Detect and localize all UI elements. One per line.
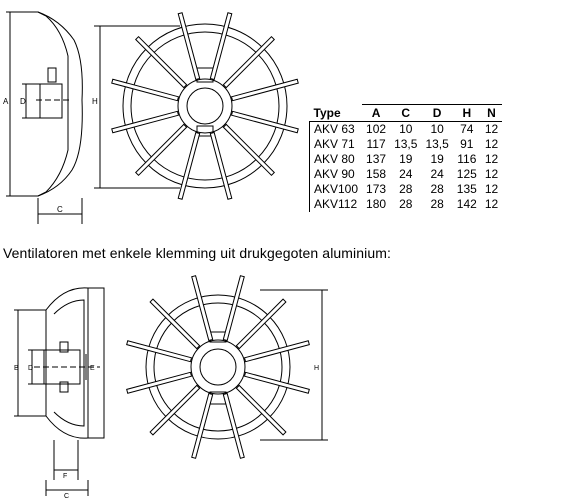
dim-c-label: C <box>64 493 69 500</box>
dim-f-label: F <box>63 473 67 480</box>
fan-blade <box>209 131 233 200</box>
header-h: H <box>452 104 481 122</box>
cell: 158 <box>366 167 387 181</box>
header-c: C <box>390 104 422 122</box>
fan-blade <box>134 35 188 89</box>
cell: 135 <box>456 182 477 196</box>
dim-h-label: H <box>92 97 98 106</box>
fan-blade <box>235 298 287 350</box>
cell: 12 <box>484 167 499 181</box>
cell: 102 <box>366 122 387 136</box>
dim-e-label: E <box>90 365 95 372</box>
cell: 12 <box>484 122 499 136</box>
cell: 173 <box>366 182 387 196</box>
cell: AKV 71 <box>309 137 363 152</box>
header-type: Type <box>309 104 363 122</box>
fan-blade <box>191 275 214 342</box>
fan-blade <box>177 12 201 81</box>
cell: 28 <box>430 197 444 211</box>
dim-d-label: D <box>28 365 33 372</box>
table-row: AKV 90 158 24 24 125 12 <box>309 167 503 182</box>
dim-b-label: B <box>14 365 19 372</box>
cell: 19 <box>399 152 413 166</box>
cell: AKV 90 <box>309 167 363 182</box>
cell: 28 <box>430 182 444 196</box>
table-row: AKV 71 117 13,5 13,5 91 12 <box>309 137 503 152</box>
table-row: AKV 80 137 19 19 116 12 <box>309 152 503 167</box>
cell: 74 <box>460 122 474 136</box>
header-n: N <box>480 104 503 122</box>
cell: 24 <box>430 167 444 181</box>
table-row: AKV112 180 28 28 142 12 <box>309 197 503 212</box>
table-row: AKV 63 102 10 10 74 12 <box>309 121 503 137</box>
cell: 142 <box>456 197 477 211</box>
cell: 12 <box>484 137 499 151</box>
cell: 117 <box>366 137 386 151</box>
fan-blade <box>243 340 310 363</box>
cell: 10 <box>399 122 413 136</box>
cell: 180 <box>366 197 387 211</box>
fan-blade <box>177 131 201 200</box>
cell: 12 <box>484 182 499 196</box>
cell: 91 <box>460 137 474 151</box>
cell: 12 <box>484 197 499 211</box>
cell: 24 <box>399 167 413 181</box>
cell: 13,5 <box>394 137 418 151</box>
cell: 116 <box>457 152 477 166</box>
table-header-row: Type A C D H N <box>309 104 503 122</box>
fan-blade <box>222 392 245 459</box>
dim-h-label: H <box>314 365 319 372</box>
cell: AKV100 <box>309 182 363 197</box>
cell: AKV 63 <box>309 121 363 137</box>
cell: 28 <box>399 197 413 211</box>
table-row: AKV100 173 28 28 135 12 <box>309 182 503 197</box>
header-d: D <box>421 104 453 122</box>
dim-c-label: C <box>57 205 63 214</box>
cell: 125 <box>456 167 477 181</box>
fan-blade <box>222 35 276 89</box>
fan-blade <box>191 392 214 459</box>
dim-d-label: D <box>20 97 26 106</box>
dim-a-label: A <box>3 97 9 106</box>
cell: 137 <box>366 152 387 166</box>
fan-blade <box>235 384 287 436</box>
spec-table: Type A C D H N AKV 63 102 10 10 74 12 AK… <box>309 104 503 212</box>
fan-blade <box>243 371 310 394</box>
cell: AKV 80 <box>309 152 363 167</box>
cell: AKV112 <box>309 197 363 212</box>
fan-blade <box>126 340 193 363</box>
fan-blade <box>230 110 299 134</box>
fan-blade <box>230 78 299 102</box>
fan-blade <box>126 371 193 394</box>
fan-drawing-top: A D C H <box>3 11 299 224</box>
fan-blade <box>222 275 245 342</box>
section-caption: Ventilatoren met enkele klemming uit dru… <box>3 245 391 261</box>
fan-blade <box>149 384 201 436</box>
fan-blade <box>134 123 188 177</box>
cell: 10 <box>430 122 444 136</box>
cell: 13,5 <box>425 137 449 151</box>
cell: 28 <box>399 182 413 196</box>
fan-drawing-bottom: B D E F C H <box>14 275 328 500</box>
cell: 19 <box>430 152 444 166</box>
fan-blade <box>209 12 233 81</box>
fan-blade <box>111 78 180 102</box>
fan-blade <box>111 110 180 134</box>
fan-blade <box>222 123 276 177</box>
fan-blade <box>149 298 201 350</box>
header-a: A <box>362 104 391 122</box>
cell: 12 <box>484 152 499 166</box>
